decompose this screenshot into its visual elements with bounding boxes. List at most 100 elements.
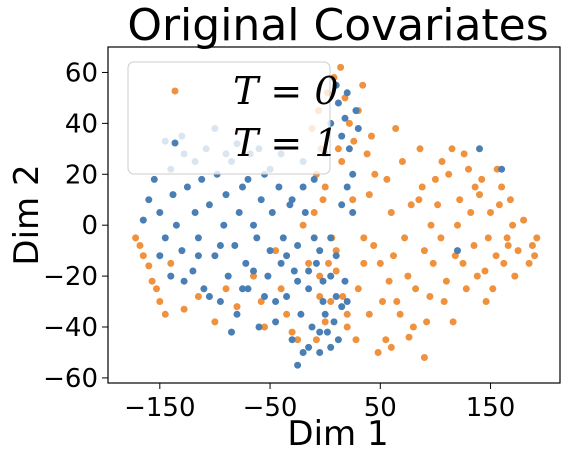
- data-point-t1: [216, 242, 224, 249]
- data-point-t1: [290, 267, 298, 275]
- data-point-t1: [180, 277, 188, 285]
- data-point-t1: [250, 221, 257, 229]
- data-point-t0: [467, 209, 475, 216]
- data-point-t1: [319, 298, 327, 305]
- data-point-t0: [148, 277, 156, 285]
- data-point-t0: [136, 242, 144, 249]
- data-point-t1: [343, 298, 351, 305]
- data-point-t0: [371, 170, 379, 178]
- x-axis: −150 −50 50 150: [124, 383, 515, 423]
- data-point-t0: [337, 63, 345, 71]
- data-point-t0: [492, 252, 500, 260]
- y-tick-label: 0: [81, 211, 98, 241]
- data-point-t1: [299, 349, 307, 356]
- data-point-t0: [330, 74, 338, 81]
- data-point-t1: [233, 310, 241, 318]
- x-tick-label: −150: [124, 393, 195, 423]
- data-point-t0: [350, 137, 358, 145]
- legend-label-t1: T = 1: [233, 121, 339, 165]
- data-point-t0: [332, 267, 340, 275]
- data-point-t1: [349, 209, 357, 216]
- data-point-t0: [416, 145, 424, 153]
- data-point-t1: [294, 242, 302, 249]
- data-point-t0: [145, 262, 153, 270]
- data-point-t1: [338, 303, 346, 311]
- y-tick-label: −40: [43, 313, 98, 343]
- data-point-t1: [310, 234, 318, 242]
- data-point-t0: [363, 150, 371, 158]
- data-point-t0: [412, 285, 420, 293]
- data-point-t0: [504, 242, 512, 249]
- data-point-t0: [365, 310, 373, 318]
- data-point-t1: [288, 336, 296, 344]
- data-point-t1: [228, 328, 235, 336]
- data-point-t1: [156, 252, 164, 260]
- data-point-t1: [272, 318, 280, 326]
- data-point-t0: [345, 119, 353, 127]
- data-point-t1: [338, 132, 346, 140]
- data-point-t0: [398, 158, 406, 165]
- data-point-t0: [325, 259, 332, 267]
- data-point-t0: [156, 298, 164, 305]
- data-point-t0: [376, 259, 384, 267]
- data-point-t1: [498, 165, 506, 173]
- data-point-t0: [379, 298, 386, 305]
- data-point-t0: [498, 183, 506, 191]
- y-tick-label: −60: [43, 364, 98, 394]
- data-point-t1: [332, 293, 340, 300]
- data-point-t0: [387, 343, 395, 351]
- data-point-t0: [360, 259, 368, 267]
- data-point-t1: [345, 145, 353, 153]
- data-point-t1: [310, 175, 318, 183]
- data-point-t0: [456, 196, 464, 204]
- data-point-t1: [316, 349, 324, 356]
- data-point-t0: [294, 336, 302, 344]
- data-point-t1: [341, 114, 349, 122]
- data-point-t0: [392, 125, 400, 132]
- data-point-t1: [341, 277, 349, 285]
- data-point-t1: [327, 234, 335, 242]
- data-point-t0: [153, 285, 160, 293]
- data-point-t1: [352, 107, 360, 115]
- data-point-t0: [495, 201, 503, 209]
- chart-title: Original Covariates: [127, 0, 548, 51]
- data-point-t1: [305, 343, 313, 351]
- data-point-t0: [401, 234, 409, 242]
- data-point-t1: [294, 361, 302, 369]
- data-point-t0: [528, 242, 536, 249]
- data-point-t1: [216, 298, 224, 305]
- data-point-t1: [301, 209, 309, 216]
- data-point-t0: [478, 175, 486, 183]
- data-point-t0: [514, 247, 522, 255]
- data-point-t1: [224, 272, 232, 280]
- data-point-t0: [390, 252, 397, 260]
- data-point-t0: [332, 247, 340, 255]
- data-point-t0: [316, 272, 324, 280]
- data-point-t0: [442, 277, 450, 285]
- data-point-t0: [167, 259, 175, 267]
- data-point-t1: [189, 267, 197, 275]
- data-point-t0: [511, 272, 519, 280]
- data-point-t1: [323, 328, 331, 336]
- data-point-t1: [283, 293, 291, 300]
- data-point-t0: [438, 158, 446, 165]
- data-point-t0: [484, 234, 492, 242]
- data-point-t1: [332, 252, 340, 260]
- data-point-t0: [211, 318, 219, 326]
- data-point-t1: [279, 234, 287, 242]
- data-point-t0: [454, 221, 461, 229]
- data-point-t0: [445, 170, 453, 178]
- x-tick-label: −50: [243, 393, 298, 423]
- data-point-t0: [360, 234, 368, 242]
- data-point-t0: [374, 349, 382, 356]
- data-point-t0: [180, 305, 188, 313]
- data-point-t0: [261, 323, 268, 331]
- x-axis-label: Dim 1: [287, 414, 388, 454]
- legend-marker-t1: [171, 139, 179, 147]
- data-point-t1: [239, 183, 246, 191]
- data-point-t1: [261, 293, 268, 300]
- data-point-t0: [415, 196, 423, 204]
- data-point-t0: [339, 293, 347, 300]
- data-point-t1: [242, 259, 250, 267]
- data-point-t0: [405, 333, 413, 341]
